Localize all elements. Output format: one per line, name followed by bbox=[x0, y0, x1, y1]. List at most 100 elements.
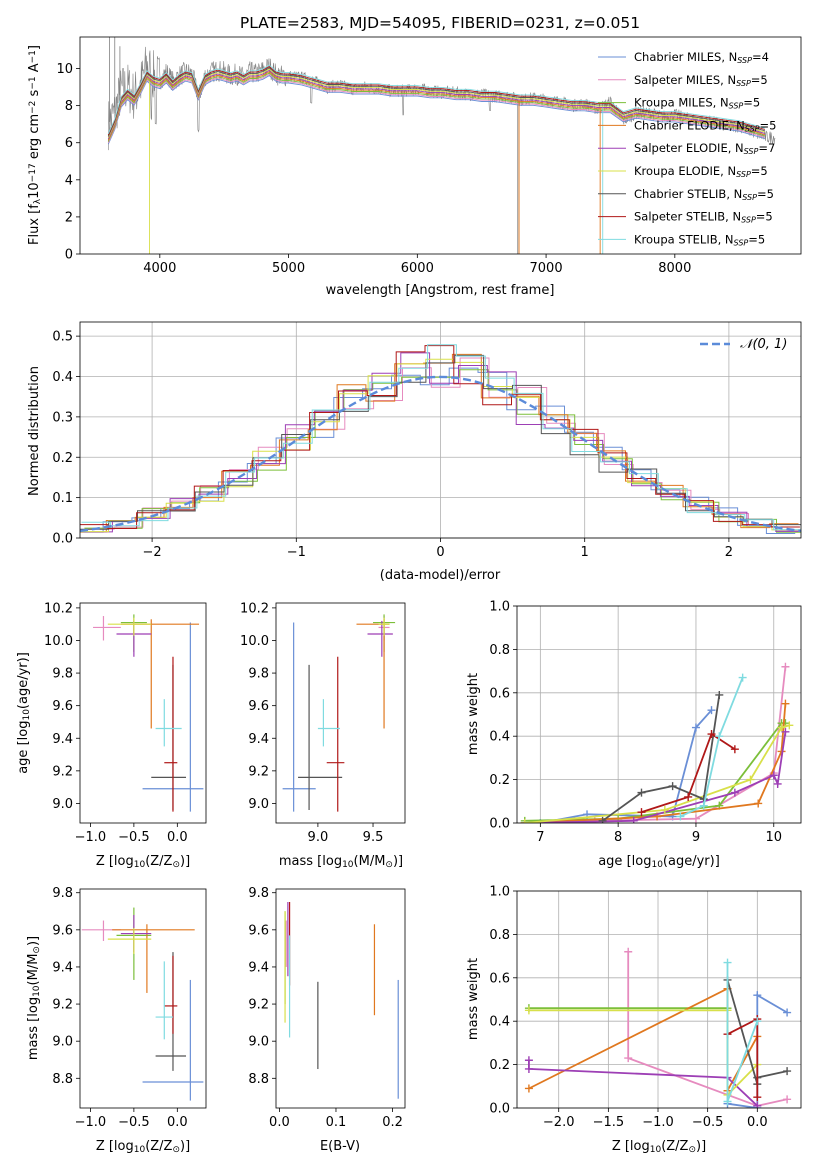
y-tick-label: 9.4 bbox=[52, 960, 73, 975]
weight-series-7 bbox=[637, 730, 739, 817]
errorbar-point-8 bbox=[155, 961, 173, 1040]
weight-marker bbox=[520, 819, 529, 823]
weight-marker bbox=[723, 958, 732, 967]
x-tick-label: −1.0 bbox=[75, 830, 107, 845]
y-tick-label: 10.2 bbox=[240, 601, 269, 616]
y-tick-label: 0.4 bbox=[489, 730, 510, 745]
weight-series-1 bbox=[520, 662, 790, 823]
y-tick-label: 1.0 bbox=[489, 885, 510, 900]
y-axis-label: age [log10(age/yr)] bbox=[16, 652, 32, 774]
x-axis-label: mass [log10(M/M⊙)] bbox=[279, 854, 403, 870]
legend-entry: 𝒩(0, 1) bbox=[740, 337, 787, 352]
weight-marker bbox=[598, 816, 607, 823]
x-tick-label: −1.0 bbox=[75, 1115, 107, 1130]
y-tick-label: 1.0 bbox=[489, 600, 510, 615]
weight-line bbox=[528, 1009, 758, 1098]
x-tick-label: −0.5 bbox=[692, 1115, 724, 1130]
chart-title: PLATE=2583, MJD=54095, FIBERID=0231, z=0… bbox=[240, 14, 640, 32]
weight-series-4 bbox=[520, 727, 790, 823]
plot-area bbox=[81, 907, 204, 1101]
weight-series-5 bbox=[524, 1006, 762, 1099]
x-tick-label: 6000 bbox=[401, 261, 434, 276]
axes-age-vs-mass: 9.0 9.5 9.0 9.2 9.4 9.6 9.8 10.0 10.2 bbox=[240, 601, 406, 845]
x-tick-label: 0.2 bbox=[382, 1115, 403, 1130]
weight-line bbox=[627, 951, 788, 1107]
weight-marker bbox=[629, 816, 638, 823]
x-tick-label: −1 bbox=[287, 545, 306, 560]
legend: Chabrier MILES, NSSP=4 Salpeter MILES, NS… bbox=[598, 50, 776, 247]
model-spectrum-1 bbox=[107, 73, 766, 144]
y-tick-label: 9.4 bbox=[248, 732, 269, 747]
histogram-6 bbox=[80, 354, 801, 530]
axes-mass-weight-vs-Z: −2.0 −1.5 −1.0 −0.5 0.0 0.0 0.2 0.4 0.6 0.8 1.0 bbox=[489, 885, 802, 1130]
errorbar-point-4 bbox=[367, 620, 393, 657]
errorbar-point-1 bbox=[93, 616, 121, 641]
legend-entry: Kroupa STELIB, NSSP=5 bbox=[634, 232, 765, 247]
model-spectrum-8 bbox=[107, 64, 766, 134]
y-tick-label: 10.0 bbox=[44, 634, 73, 649]
x-tick-label: 0.1 bbox=[326, 1115, 347, 1130]
y-tick-label: 9.8 bbox=[52, 886, 73, 901]
x-tick-label: −1.5 bbox=[593, 1115, 625, 1130]
x-tick-label: 1 bbox=[581, 545, 589, 560]
weight-marker bbox=[624, 1054, 633, 1063]
axes-frame bbox=[275, 888, 406, 1109]
x-axis-label: age [log10(age/yr)] bbox=[598, 854, 720, 870]
y-axis-label: mass weight bbox=[466, 958, 481, 1040]
plot-area bbox=[80, 344, 801, 534]
y-tick-label: 9.2 bbox=[248, 764, 269, 779]
y-tick-label: 0.6 bbox=[489, 971, 510, 986]
weight-marker bbox=[524, 1006, 533, 1015]
model-spectrum-0 bbox=[107, 75, 766, 145]
y-tick-label: 0.0 bbox=[489, 1102, 510, 1117]
model-spectrum-4 bbox=[107, 69, 766, 140]
x-tick-label: 9 bbox=[692, 830, 700, 845]
x-tick-label: −2 bbox=[143, 545, 162, 560]
weight-marker bbox=[707, 706, 716, 715]
axes-mass-vs-EBV: 0.0 0.1 0.2 8.8 9.0 9.2 9.4 9.6 9.8 bbox=[248, 886, 406, 1130]
errorbar-point-0 bbox=[142, 979, 204, 1101]
y-tick-label: 9.2 bbox=[248, 998, 269, 1013]
weight-marker bbox=[637, 788, 646, 797]
axes-frame bbox=[516, 890, 802, 1109]
y-tick-label: 0.8 bbox=[489, 928, 510, 943]
weight-series-2 bbox=[520, 719, 790, 823]
weight-marker bbox=[773, 779, 782, 788]
y-tick-label: 4 bbox=[65, 173, 73, 188]
weight-marker bbox=[715, 732, 724, 741]
errorbar-point-7 bbox=[326, 656, 345, 812]
axes-frame bbox=[516, 605, 802, 824]
y-axis-label: Flux [fλ10−17 erg cm−2 s−1 A−1] bbox=[27, 45, 43, 245]
weight-line bbox=[524, 722, 786, 822]
weight-marker bbox=[707, 730, 716, 739]
weight-marker bbox=[754, 799, 763, 808]
weight-marker bbox=[637, 808, 646, 817]
weight-marker bbox=[783, 1095, 792, 1104]
weight-line bbox=[641, 732, 736, 813]
weight-marker bbox=[785, 721, 794, 730]
weight-marker bbox=[624, 947, 633, 956]
plot-area bbox=[282, 614, 396, 812]
y-tick-label: 9.6 bbox=[248, 923, 269, 938]
y-tick-label: 0.2 bbox=[52, 451, 73, 466]
plot-area bbox=[284, 901, 399, 1099]
model-spectrum-7 bbox=[107, 65, 766, 136]
x-tick-label: 0.0 bbox=[167, 830, 188, 845]
y-tick-label: 8.8 bbox=[248, 1072, 269, 1087]
y-tick-label: 9.6 bbox=[52, 699, 73, 714]
gaussian-curve bbox=[80, 375, 801, 533]
errorbar-point-3 bbox=[120, 619, 200, 729]
errorbar-point-1 bbox=[81, 920, 121, 941]
x-axis-label: Z [log10(Z/Z⊙)] bbox=[96, 854, 190, 870]
weight-marker bbox=[783, 1067, 792, 1076]
legend-entry: Kroupa MILES, NSSP=5 bbox=[634, 96, 760, 111]
weight-marker bbox=[753, 1017, 762, 1026]
model-spectrum-5 bbox=[107, 68, 766, 138]
model-spectrum-6 bbox=[107, 67, 766, 137]
axes-residuals: −2 −1 0 1 2 0.0 0.1 0.2 0.3 0.4 0.5 bbox=[52, 321, 802, 560]
y-tick-label: 9.8 bbox=[248, 886, 269, 901]
errorbar-point-3 bbox=[112, 924, 195, 993]
y-tick-label: 9.0 bbox=[52, 797, 73, 812]
y-tick-label: 0.8 bbox=[489, 643, 510, 658]
axes-frame bbox=[275, 602, 406, 824]
